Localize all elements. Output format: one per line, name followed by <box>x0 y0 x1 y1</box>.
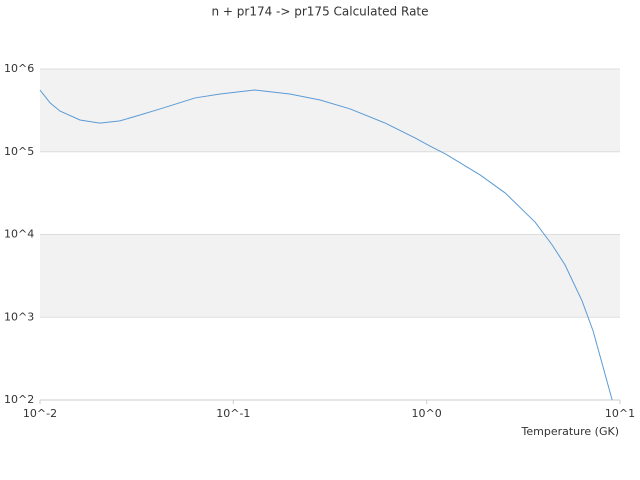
grid-band <box>40 234 620 318</box>
x-tick-label: 10^-2 <box>23 407 57 420</box>
y-tick-label: 10^3 <box>4 310 34 323</box>
x-tick-label: 10^0 <box>412 407 442 420</box>
x-tick-label: 10^1 <box>605 407 635 420</box>
y-tick-label: 10^2 <box>4 393 34 406</box>
x-axis-title: Temperature (GK) <box>521 425 620 438</box>
y-tick-label: 10^4 <box>4 228 34 241</box>
y-tick-label: 10^5 <box>4 145 34 158</box>
y-tick-label: 10^6 <box>4 62 34 75</box>
chart-title: n + pr174 -> pr175 Calculated Rate <box>211 5 428 19</box>
grid-band <box>40 69 620 152</box>
series-line <box>39 89 613 401</box>
x-tick-label: 10^-1 <box>216 407 250 420</box>
